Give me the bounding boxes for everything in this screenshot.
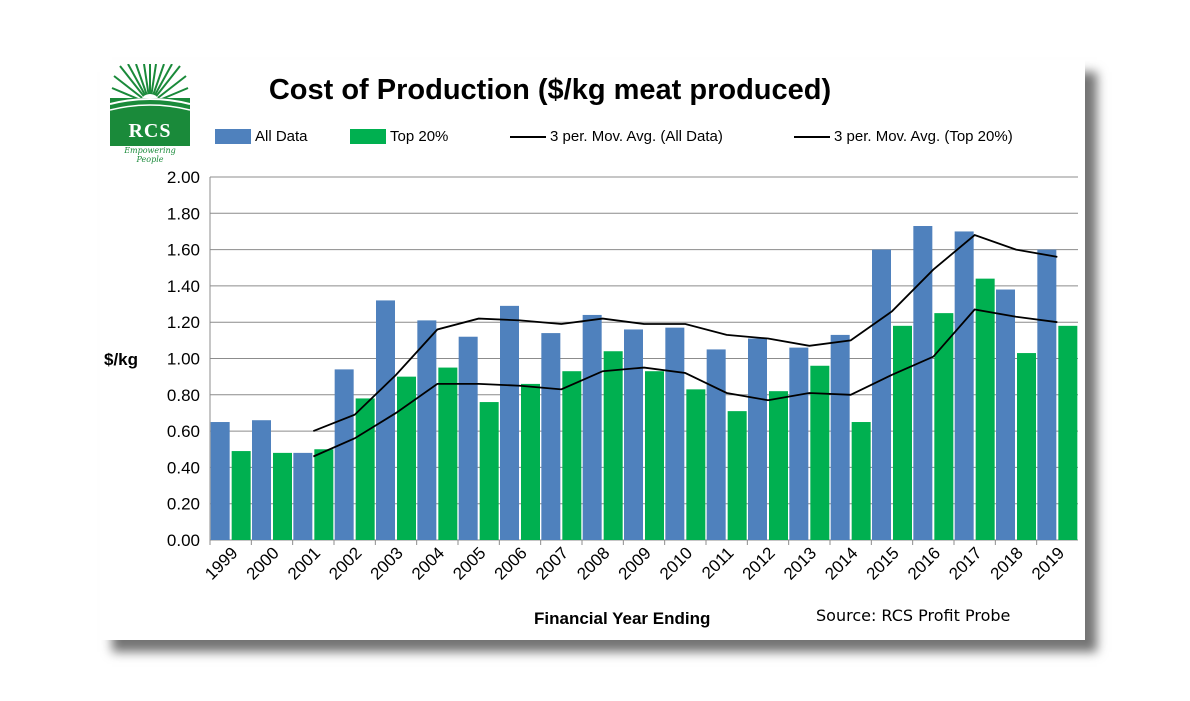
x-tick-label: 2000	[243, 543, 283, 583]
legend-item-mov-avg-all: 3 per. Mov. Avg. (All Data)	[510, 128, 723, 145]
x-tick-label: 2014	[821, 543, 861, 583]
x-tick-label: 2010	[656, 543, 696, 583]
bar-all-data	[665, 327, 685, 540]
y-axis-label: $/kg	[104, 350, 139, 369]
bar-top-20	[769, 391, 788, 540]
x-tick-label: 2018	[987, 543, 1027, 583]
x-tick-label: 2016	[904, 543, 944, 583]
x-tick-label: 2007	[532, 543, 572, 583]
bar-all-data	[582, 314, 602, 540]
legend-label-all-data: All Data	[255, 128, 308, 145]
y-tick-label: 1.00	[167, 350, 200, 369]
bar-all-data	[624, 329, 643, 540]
x-tick-label: 2002	[325, 543, 365, 583]
chart-title: Cost of Production ($/kg meat produced)	[268, 74, 832, 106]
legend-label-mov-avg-top: 3 per. Mov. Avg. (Top 20%)	[834, 128, 1013, 145]
y-tick-label: 0.80	[167, 386, 200, 405]
bar-top-20	[603, 351, 623, 540]
bar-top-20	[851, 422, 871, 540]
legend-label-top-20: Top 20%	[390, 128, 449, 145]
chart-legend: All Data Top 20% 3 per. Mov. Avg. (All D…	[200, 128, 1080, 150]
x-tick-label: 2008	[573, 543, 613, 583]
x-tick-label: 2003	[367, 543, 407, 583]
bar-all-data	[210, 422, 230, 540]
bar-all-data	[913, 226, 933, 540]
x-tick-label: 2001	[284, 543, 324, 583]
bar-top-20	[810, 365, 830, 540]
y-tick-label: 0.00	[167, 531, 200, 550]
legend-item-top-20: Top 20%	[350, 128, 448, 145]
bar-all-data	[252, 420, 271, 540]
x-tick-label: 2006	[491, 543, 531, 583]
bar-all-data	[748, 338, 767, 540]
bar-top-20	[645, 371, 664, 540]
legend-swatch-top-20	[350, 129, 386, 144]
y-tick-label: 1.80	[167, 204, 200, 223]
logo-tagline: Empowering People	[124, 146, 176, 164]
bar-all-data	[458, 336, 478, 540]
bar-all-data	[706, 349, 726, 540]
x-tick-label: 2009	[615, 543, 655, 583]
bar-all-data	[541, 333, 561, 540]
legend-swatch-all-data	[215, 129, 251, 144]
x-tick-label: 2004	[408, 543, 448, 583]
bar-top-20	[397, 376, 416, 540]
legend-item-all-data: All Data	[215, 128, 308, 145]
x-tick-label: 2015	[863, 543, 903, 583]
bar-top-20	[231, 451, 251, 540]
bar-all-data	[417, 320, 437, 540]
y-tick-label: 0.20	[167, 495, 200, 514]
legend-swatch-mov-avg-all	[510, 135, 546, 138]
source-note: Source: RCS Profit Probe	[816, 606, 1011, 625]
bar-top-20	[562, 371, 582, 540]
x-tick-label: 2013	[780, 543, 820, 583]
bar-all-data	[954, 231, 974, 540]
bar-top-20	[479, 402, 499, 540]
bar-all-data	[500, 305, 519, 540]
series-line-mov-avg-all	[313, 234, 1058, 432]
bar-top-20	[273, 452, 292, 540]
bar-all-data	[1037, 249, 1057, 540]
y-tick-label: 1.20	[167, 313, 200, 332]
bar-all-data	[789, 347, 809, 540]
bar-top-20	[355, 398, 375, 540]
bar-all-data	[872, 249, 891, 540]
bar-top-20	[975, 278, 995, 540]
y-tick-label: 1.60	[167, 241, 200, 260]
x-tick-label: 2019	[1028, 543, 1068, 583]
bar-top-20	[521, 383, 540, 540]
y-tick-label: 0.40	[167, 458, 200, 477]
x-tick-label: 2012	[739, 543, 779, 583]
rcs-logo: RCS Empowering People	[109, 63, 191, 164]
x-axis-label: Financial Year Ending	[534, 609, 711, 628]
legend-item-mov-avg-top: 3 per. Mov. Avg. (Top 20%)	[794, 128, 1013, 145]
y-tick-label: 0.60	[167, 422, 200, 441]
bar-all-data	[293, 452, 313, 540]
bar-top-20	[727, 411, 747, 540]
y-tick-label: 1.40	[167, 277, 200, 296]
bar-top-20	[438, 367, 458, 540]
x-tick-label: 1999	[201, 543, 241, 583]
logo-text: RCS	[128, 120, 172, 142]
bar-top-20	[1017, 353, 1036, 540]
x-tick-label: 2011	[698, 543, 737, 582]
y-tick-label: 2.00	[167, 168, 200, 187]
bar-top-20	[893, 325, 912, 540]
x-tick-label: 2017	[945, 543, 985, 583]
sunrise-logo-icon	[109, 63, 191, 146]
bar-top-20	[934, 313, 954, 540]
x-tick-label: 2005	[449, 543, 489, 583]
bar-all-data	[996, 289, 1015, 540]
legend-label-mov-avg-all: 3 per. Mov. Avg. (All Data)	[550, 128, 723, 145]
bar-all-data	[830, 334, 850, 540]
series-line-mov-avg-top	[312, 308, 1058, 458]
bar-top-20	[686, 389, 706, 540]
bar-top-20	[314, 449, 334, 540]
bar-top-20	[1058, 325, 1078, 540]
legend-swatch-mov-avg-top	[794, 135, 830, 138]
bar-all-data	[334, 369, 354, 540]
